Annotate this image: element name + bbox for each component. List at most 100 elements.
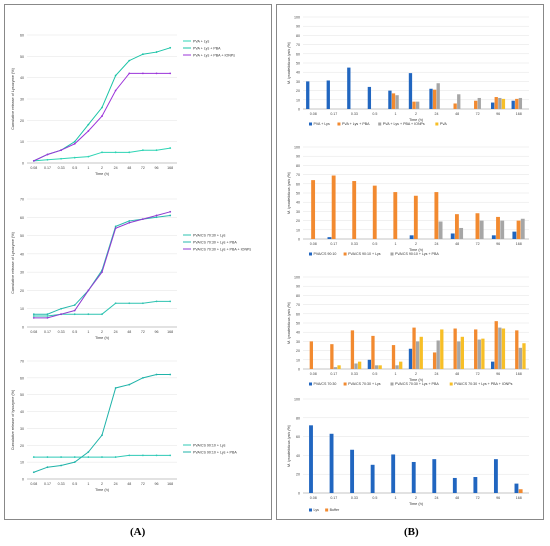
y-tick-label: 0 [22,162,24,166]
bar [454,214,459,239]
y-tick-label: 40 [296,331,300,335]
bar [374,365,379,369]
y-tick-label: 70 [296,173,300,177]
x-axis-title: Time (h) [409,502,424,506]
data-point [114,456,117,458]
bar [450,233,455,239]
bar [453,103,457,109]
x-tick-label: 0.08 [30,330,37,334]
data-point [142,149,144,152]
legend-swatch [390,252,394,256]
y-axis-title: M. lysodeikticus lysis (%) [287,424,291,467]
data-point [73,142,76,145]
bar [413,195,418,239]
bar [457,94,461,109]
y-tick-label: 20 [296,473,300,477]
data-point [32,456,35,458]
x-tick-label: 72 [141,482,145,486]
bar [473,477,478,493]
x-tick-label: 0.17 [330,372,337,376]
bar [411,461,416,493]
bar [416,101,420,109]
x-tick-label: 0.33 [351,372,358,376]
x-tick-label: 48 [127,482,131,486]
data-point [169,214,172,217]
bar [399,361,403,369]
legend-label: Buffer [330,508,340,512]
bar [518,489,523,493]
y-tick-label: 100 [294,16,300,20]
y-tick-label: 20 [20,444,24,448]
legend-label: PVA/CS 70:30 + Lys [348,382,381,386]
legend-label: PVA + Lys [314,122,330,126]
y-tick-label: 40 [296,201,300,205]
x-tick-label: 48 [127,330,131,334]
y-tick-label: 60 [20,216,24,220]
chart-a1: 0 10 20 30 40 50 60 0.08 0.17 0.33 0.5 1 2 24 48 72 96 16… [11,34,235,177]
x-tick-label: 0.17 [330,496,337,500]
data-point [169,373,172,376]
data-point [46,158,49,161]
data-point [101,313,103,316]
data-point [155,216,158,219]
y-tick-label: 50 [296,322,300,326]
legend-label: Lys [314,508,320,512]
panel-b: 0 10 20 30 40 50 60 70 80 90 100 0.08 0.17 0.33 0.5 1 2 2… [276,4,544,520]
x-tick-label: 1 [394,242,396,246]
y-tick-label: 100 [294,276,300,280]
bar [432,459,437,493]
data-point [128,220,131,222]
data-point [73,461,76,464]
bar [350,330,355,369]
legend-label: PVA [440,122,448,126]
data-point [155,214,158,217]
bar [496,216,500,239]
x-tick-label: 0.5 [72,166,77,170]
x-tick-label: 0.5 [372,112,377,116]
y-tick-label: 40 [20,410,24,414]
legend-swatch [343,252,347,256]
y-tick-label: 50 [20,234,24,238]
bar [311,180,316,239]
y-tick-label: 60 [20,34,24,38]
x-tick-label: 72 [476,112,480,116]
data-point [87,313,90,316]
data-point [101,151,103,154]
bar [501,328,506,369]
data-point [142,53,144,56]
data-point [87,456,90,458]
legend-label: PVA + Lys + PBA + IONPs [193,53,235,57]
y-tick-label: 30 [20,427,24,431]
legend-swatch [309,508,312,512]
y-tick-label: 10 [20,140,24,144]
y-axis-title: M. lysodeikticus lysis (%) [287,301,291,344]
bar [329,433,334,493]
y-tick-label: 60 [296,182,300,186]
data-point [73,304,76,306]
x-tick-label: 96 [155,482,159,486]
bar [367,86,372,109]
panel-label-a: (A) [130,526,146,538]
legend-label: PVA/CS 70:30 + Lys + PBA + IONPs [454,382,512,386]
bar [393,192,398,239]
data-point [128,454,131,457]
x-tick-label: 0.17 [44,166,51,170]
y-axis-title: M. lysodeikticus lysis (%) [287,41,291,84]
bar [516,220,521,239]
series-line [33,72,171,162]
x-tick-label: 168 [516,372,522,376]
x-tick-label: 0.33 [351,496,358,500]
x-tick-label: 48 [455,112,459,116]
x-tick-label: 24 [435,496,439,500]
data-point [32,313,35,316]
x-tick-label: 2 [415,496,417,500]
data-point [73,309,76,312]
data-point [169,147,172,149]
bar [412,101,416,109]
x-tick-label: 2 [415,242,417,246]
bar [477,339,481,369]
y-tick-label: 90 [296,285,300,289]
x-tick-label: 0.17 [330,242,337,246]
x-tick-label: 0.33 [351,112,358,116]
